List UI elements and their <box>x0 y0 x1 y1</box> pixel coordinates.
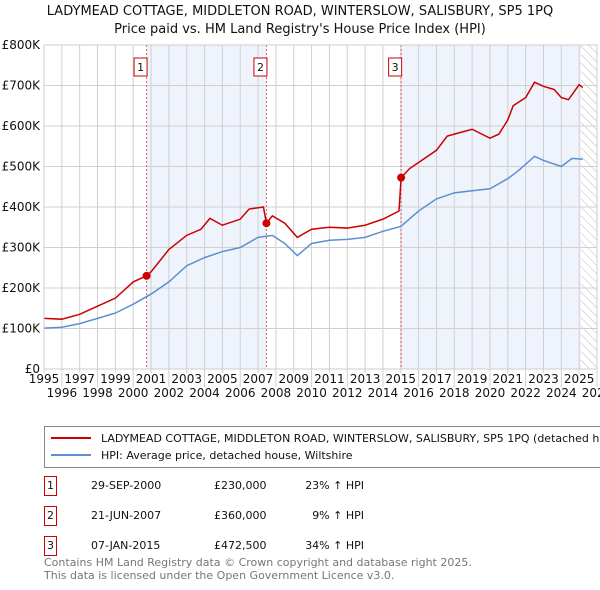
sale-date: 21-JUN-2007 <box>91 509 162 522</box>
chart-subtitle: Price paid vs. HM Land Registry's House … <box>114 22 486 37</box>
sale-label-box <box>133 57 148 77</box>
y-tick-label: £100K <box>2 322 42 336</box>
x-tick-label: 2003 <box>171 372 202 386</box>
x-tick-label: 2001 <box>136 372 167 386</box>
legend-label-hpi: HPI: Average price, detached house, Wilt… <box>101 448 353 462</box>
sale-price: £360,000 <box>214 509 267 522</box>
sale-marker-badge: 3 <box>44 536 57 556</box>
x-tick-label: 1995 <box>29 372 60 386</box>
y-tick-label: £500K <box>2 160 42 174</box>
sale-point <box>142 271 151 280</box>
sale-price: £230,000 <box>214 479 267 492</box>
x-tick-label: 2006 <box>225 386 256 400</box>
sale-label-box <box>253 57 268 77</box>
x-tick-label: 1996 <box>47 386 78 400</box>
y-tick-label: £600K <box>2 119 42 133</box>
legend-item-hpi: HPI: Average price, detached house, Wilt… <box>45 447 353 463</box>
y-tick-label: £800K <box>2 38 42 52</box>
y-tick-label: £400K <box>2 200 42 214</box>
x-tick-label: 2026 <box>582 386 600 400</box>
x-tick-label: 2012 <box>332 386 363 400</box>
legend: LADYMEAD COTTAGE, MIDDLETON ROAD, WINTER… <box>44 426 600 468</box>
x-tick-label: 1999 <box>100 372 131 386</box>
sale-label: 1 <box>137 61 144 74</box>
sale-date: 29-SEP-2000 <box>91 479 162 492</box>
x-tick-label: 2016 <box>403 386 434 400</box>
sale-hpi-change: 34% ↑ HPI <box>305 539 364 552</box>
legend-label-property: LADYMEAD COTTAGE, MIDDLETON ROAD, WINTER… <box>101 431 600 445</box>
hpi-line <box>43 155 583 329</box>
x-tick-label: 2010 <box>296 386 327 400</box>
y-tick-label: £700K <box>2 79 42 93</box>
x-tick-label: 2005 <box>207 372 238 386</box>
x-tick-label: 1998 <box>82 386 113 400</box>
y-tick-label: £300K <box>2 241 42 255</box>
footer: Contains HM Land Registry data © Crown c… <box>44 556 472 582</box>
sale-date: 07-JAN-2015 <box>91 539 161 552</box>
x-tick-label: 2023 <box>528 372 559 386</box>
x-tick-label: 1997 <box>64 372 95 386</box>
sale-point <box>262 219 271 228</box>
x-tick-label: 2013 <box>350 372 381 386</box>
y-tick-label: £0 <box>25 362 40 376</box>
x-tick-label: 2021 <box>493 372 524 386</box>
plot-border <box>43 44 598 370</box>
price-chart: 1995199619971998199920002001200220032004… <box>2 38 600 400</box>
x-tick-label: 2024 <box>546 386 577 400</box>
sale-hpi-change: 23% ↑ HPI <box>305 479 364 492</box>
footer-licence: This data is licensed under the Open Gov… <box>44 569 395 582</box>
x-tick-label: 2022 <box>510 386 541 400</box>
sale-price: £472,500 <box>214 539 267 552</box>
footer-copyright: Contains HM Land Registry data © Crown c… <box>44 556 472 569</box>
chart-title: LADYMEAD COTTAGE, MIDDLETON ROAD, WINTER… <box>46 4 554 19</box>
property-line <box>43 81 584 320</box>
x-tick-label: 2020 <box>475 386 506 400</box>
sale-hpi-change: 9% ↑ HPI <box>312 509 364 522</box>
x-tick-label: 2014 <box>368 386 399 400</box>
sale-marker-badge: 2 <box>44 506 57 526</box>
sale-point <box>397 173 406 182</box>
sale-label: 3 <box>392 61 399 74</box>
x-tick-label: 2000 <box>118 386 149 400</box>
sale-marker-badge: 1 <box>44 476 57 496</box>
x-tick-label: 2019 <box>457 372 488 386</box>
x-tick-label: 2025 <box>564 372 595 386</box>
x-tick-label: 2002 <box>154 386 185 400</box>
x-tick-label: 2007 <box>243 372 274 386</box>
x-tick-label: 2017 <box>421 372 452 386</box>
x-tick-label: 2015 <box>386 372 417 386</box>
x-tick-label: 2018 <box>439 386 470 400</box>
x-tick-label: 2004 <box>189 386 220 400</box>
y-tick-label: £200K <box>2 281 42 295</box>
x-tick-label: 2011 <box>314 372 345 386</box>
x-tick-label: 2008 <box>261 386 292 400</box>
x-tick-label: 2009 <box>278 372 309 386</box>
legend-item-property: LADYMEAD COTTAGE, MIDDLETON ROAD, WINTER… <box>45 430 600 446</box>
property-line-swatch <box>51 437 91 439</box>
sale-label-box <box>388 57 403 77</box>
sale-label: 2 <box>257 61 264 74</box>
hpi-line-swatch <box>51 454 91 456</box>
